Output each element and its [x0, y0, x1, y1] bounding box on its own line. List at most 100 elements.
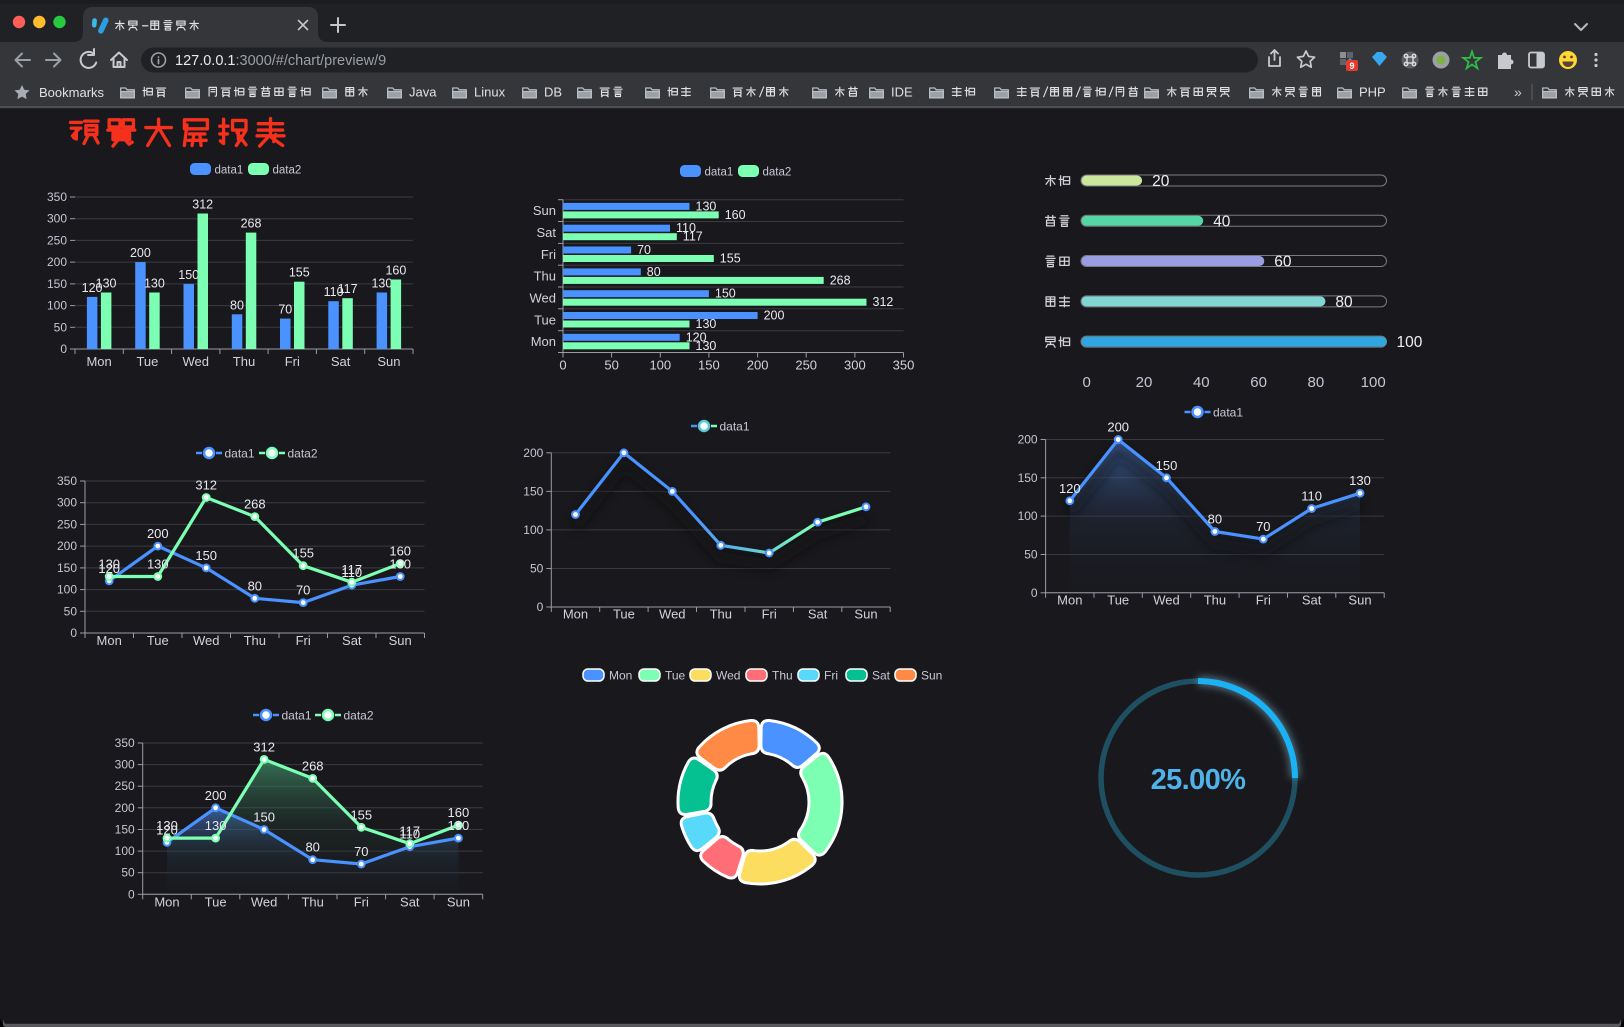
svg-text:data1: data1: [705, 167, 734, 179]
svg-text:Linux: Linux: [474, 85, 506, 100]
svg-text:Wed: Wed: [193, 633, 220, 648]
svg-text:Tue: Tue: [665, 669, 686, 683]
svg-text:80: 80: [305, 840, 319, 855]
svg-text:0: 0: [1031, 586, 1038, 600]
svg-text:Sun: Sun: [854, 607, 877, 622]
svg-text:110: 110: [399, 827, 420, 842]
svg-text:data1: data1: [225, 447, 255, 461]
svg-text:Sat: Sat: [872, 669, 891, 683]
svg-text:200: 200: [130, 246, 151, 260]
svg-text:130: 130: [696, 317, 717, 331]
svg-text:150: 150: [253, 810, 275, 825]
svg-text:Mon: Mon: [154, 895, 179, 910]
svg-text:130: 130: [389, 557, 411, 572]
svg-text:70: 70: [278, 303, 292, 317]
svg-text:117: 117: [338, 282, 358, 296]
svg-text:150: 150: [57, 561, 77, 575]
svg-text:200: 200: [47, 255, 67, 269]
svg-text:300: 300: [115, 758, 135, 772]
svg-text:Wed: Wed: [182, 354, 209, 369]
svg-text:120: 120: [98, 561, 120, 576]
svg-text:80: 80: [1335, 294, 1353, 311]
svg-text:312: 312: [192, 198, 213, 212]
svg-text:Sun: Sun: [1348, 593, 1371, 608]
svg-text:Mon: Mon: [609, 669, 632, 683]
svg-text:Sat: Sat: [808, 607, 828, 622]
svg-text:130: 130: [371, 277, 392, 291]
svg-text:data2: data2: [273, 165, 302, 177]
svg-text:200: 200: [523, 446, 543, 460]
svg-text:data2: data2: [288, 447, 318, 461]
svg-text:150: 150: [1156, 458, 1178, 473]
svg-text:50: 50: [64, 604, 78, 618]
svg-text:70: 70: [296, 583, 310, 598]
svg-text:40: 40: [1193, 374, 1210, 391]
svg-text:117: 117: [341, 562, 362, 577]
svg-text:0: 0: [60, 342, 67, 356]
svg-text:data2: data2: [344, 709, 374, 723]
svg-text:120: 120: [82, 281, 103, 295]
svg-text:50: 50: [121, 866, 135, 880]
svg-text:350: 350: [47, 190, 67, 204]
svg-text:Tue: Tue: [205, 895, 227, 910]
svg-text:127.0.0.1:3000/#/chart/preview: 127.0.0.1:3000/#/chart/preview/9: [175, 53, 386, 69]
svg-text:100: 100: [1018, 509, 1038, 523]
svg-text:160: 160: [389, 544, 411, 559]
svg-text:»: »: [1514, 84, 1522, 100]
svg-text:Thu: Thu: [710, 607, 732, 622]
svg-text:200: 200: [57, 539, 77, 553]
svg-text:80: 80: [248, 578, 262, 593]
svg-text:Thu: Thu: [301, 895, 323, 910]
svg-text:Sun: Sun: [921, 669, 942, 683]
svg-text:25.00%: 25.00%: [1151, 764, 1247, 796]
svg-text:data1: data1: [282, 709, 312, 723]
svg-text:50: 50: [604, 358, 618, 373]
svg-text:130: 130: [96, 277, 117, 291]
svg-text:130: 130: [696, 199, 717, 213]
svg-text:Sun: Sun: [377, 354, 400, 369]
svg-text:60: 60: [1274, 254, 1292, 271]
svg-text:300: 300: [844, 358, 866, 373]
svg-text:Thu: Thu: [233, 354, 255, 369]
svg-text:200: 200: [1018, 433, 1038, 447]
svg-text:70: 70: [1256, 519, 1270, 534]
svg-text:100: 100: [1397, 334, 1423, 351]
svg-text:Tue: Tue: [1107, 593, 1129, 608]
svg-text:Thu: Thu: [534, 269, 556, 284]
svg-text:300: 300: [47, 212, 67, 226]
svg-text:200: 200: [205, 788, 227, 803]
svg-text:120: 120: [686, 330, 707, 344]
svg-text:data1: data1: [1213, 406, 1243, 420]
svg-text:Sat: Sat: [1302, 593, 1322, 608]
svg-text:DB: DB: [544, 85, 562, 100]
svg-text:250: 250: [795, 358, 817, 373]
svg-text:Wed: Wed: [1153, 593, 1180, 608]
svg-text:130: 130: [1349, 473, 1371, 488]
svg-text:Sat: Sat: [331, 354, 351, 369]
svg-text:0: 0: [70, 626, 77, 640]
svg-text:350: 350: [57, 474, 77, 488]
svg-text:350: 350: [115, 736, 135, 750]
svg-text:100: 100: [115, 844, 135, 858]
svg-text:250: 250: [57, 517, 77, 531]
svg-text:60: 60: [1250, 374, 1267, 391]
svg-text:20: 20: [1152, 173, 1170, 190]
svg-text:250: 250: [47, 233, 67, 247]
svg-text:155: 155: [720, 252, 741, 266]
svg-text:0: 0: [1083, 374, 1091, 391]
svg-text:Wed: Wed: [530, 290, 557, 305]
svg-text:110: 110: [676, 221, 696, 235]
svg-text:Tue: Tue: [147, 633, 169, 648]
svg-text:50: 50: [54, 320, 68, 334]
svg-text:150: 150: [47, 277, 67, 291]
svg-text:150: 150: [698, 358, 720, 373]
svg-text:Sun: Sun: [533, 203, 556, 218]
svg-text:Sat: Sat: [536, 225, 556, 240]
svg-text:155: 155: [289, 266, 310, 280]
svg-text:200: 200: [115, 801, 135, 815]
svg-text:200: 200: [147, 526, 169, 541]
svg-text:130: 130: [156, 818, 178, 833]
svg-text:155: 155: [292, 546, 314, 561]
svg-text:70: 70: [354, 844, 368, 859]
svg-text:IDE: IDE: [891, 85, 913, 100]
